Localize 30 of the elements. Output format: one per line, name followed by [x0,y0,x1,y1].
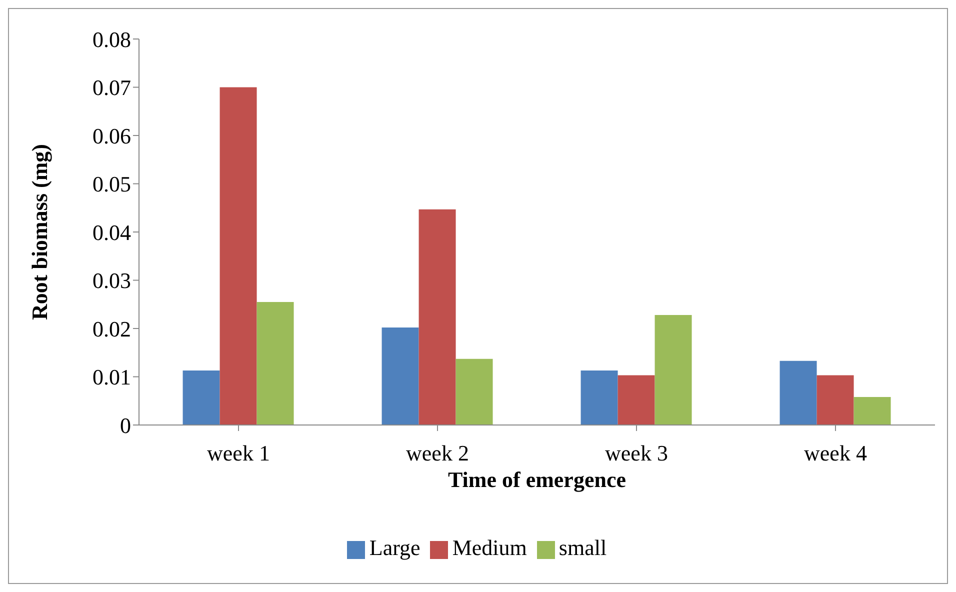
legend-label: small [558,535,607,560]
y-tick-label: 0.07 [92,75,131,100]
x-tick-label: week 4 [804,440,867,466]
y-tick-label: 0.04 [92,220,131,245]
y-tick-label: 0.02 [92,316,131,342]
y-tick-label: 0 [120,412,131,438]
bar [418,209,456,425]
x-tick-label: week 1 [207,440,270,466]
bar [220,87,257,425]
y-axis-title: Root biomass (mg) [26,144,52,320]
bar [382,328,419,425]
x-tick-label: week 3 [605,440,668,466]
y-tick-label: 0.08 [92,26,131,52]
bar [580,370,618,425]
bar [854,397,891,425]
bar [618,375,655,425]
x-axis-title: Time of emergence [448,467,626,492]
y-tick-label: 0.06 [92,123,131,148]
legend-label: Medium [452,535,527,560]
bar [182,370,220,425]
y-tick-label: 0.03 [92,268,131,294]
bar [654,314,692,425]
y-tick-label: 0.01 [92,364,131,390]
bar [780,360,817,425]
bar [256,302,294,425]
bar [816,375,854,425]
y-tick-label: 0.05 [92,172,131,197]
bar [456,358,493,425]
legend-label: Large [369,535,420,560]
x-tick-label: week 2 [406,440,469,466]
